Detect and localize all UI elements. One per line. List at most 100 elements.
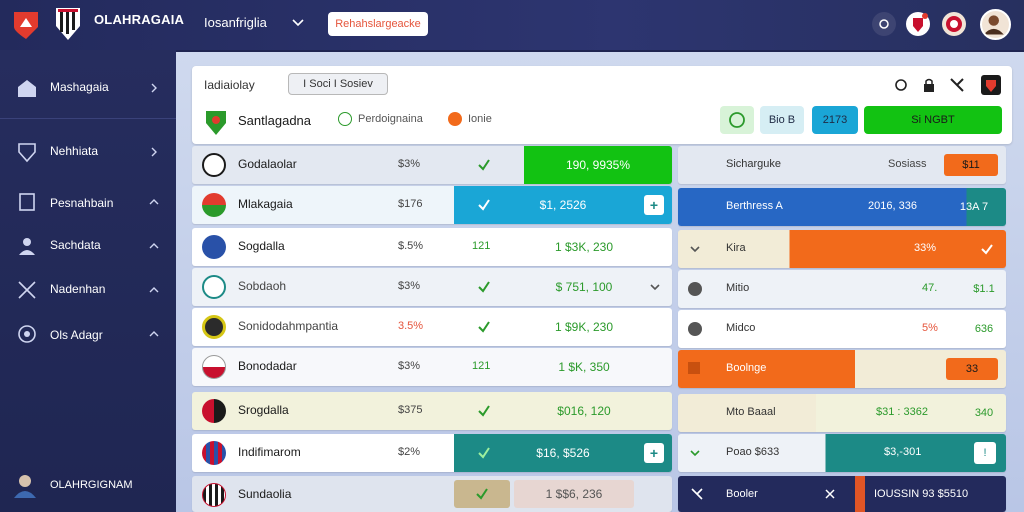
stat-row[interactable]: Poao $633 $3,-301 ! [678, 434, 1006, 472]
stat-row[interactable]: Sicharguke Sosiass $11 [678, 146, 1006, 184]
league-select[interactable]: Iosanfriglia [204, 15, 267, 30]
table-row[interactable]: Sogdalla $.5% 121 1 $3K, 230 [192, 228, 672, 266]
sidebar-item-tactics[interactable]: Nadenhan [0, 270, 176, 310]
stat-row[interactable]: Mitio 47. $1.1 [678, 270, 1006, 308]
add-icon[interactable]: + [644, 443, 664, 463]
table-row[interactable]: Sundaolia 1 $$6, 236 [192, 476, 672, 512]
tag-performance[interactable]: Perdoignaina [338, 112, 423, 126]
club-crest-icon[interactable] [54, 6, 82, 40]
stat-badge: 340 [974, 407, 994, 419]
tag-label: Ionie [468, 113, 492, 125]
team-logo-icon [202, 315, 226, 339]
sidebar-item-security[interactable]: Nehhiata [0, 132, 176, 172]
refresh-icon[interactable] [892, 76, 910, 94]
sidebar-item-home[interactable]: Mashagaia [0, 68, 176, 108]
table-row[interactable]: Bonodadar $3% 121 1 $K, 350 [192, 348, 672, 386]
table-row[interactable]: Sobdaoh $3% $ 751, 100 [192, 268, 672, 306]
stat-value: Sosiass [888, 158, 927, 170]
chevron-down-icon[interactable] [648, 280, 662, 294]
primary-action-button[interactable]: Si NGBT [864, 106, 1002, 134]
table-row[interactable]: Indifimarom $2% $16, $526 + [192, 434, 672, 472]
lock-icon[interactable] [920, 76, 938, 94]
stat-label: Sicharguke [726, 158, 782, 170]
team-logo-icon [202, 235, 226, 259]
square-icon [688, 362, 700, 374]
top-bar: OLAHRAGAIA Iosanfriglia Rehahslargeacke [0, 0, 1024, 50]
user-avatar[interactable] [980, 9, 1011, 40]
sidebar-user[interactable]: OLAHRGIGNAM [12, 472, 133, 498]
check-icon [478, 321, 490, 333]
sidebar-item-users[interactable]: Sachdata [0, 226, 176, 266]
stat-row[interactable]: Berthress A 2016, 336 13A 7 [678, 188, 1006, 226]
table-row[interactable]: Godalaolar $3% 190, 9935% [192, 146, 672, 184]
value-cell: 1 $3K, 230 [554, 240, 614, 254]
divider [0, 118, 176, 119]
stat-row[interactable]: Booler IOUSSIN 93 $5510 [678, 476, 1006, 512]
stat-row[interactable]: Boolnge 33 [678, 350, 1006, 388]
value-cell: 1 $K, 350 [558, 360, 610, 374]
stat-value: 33% [914, 242, 937, 254]
stat-row[interactable]: Kira 33% [678, 230, 1006, 268]
team-logo-icon [202, 399, 226, 423]
user-icon [19, 238, 35, 255]
team-name: Sobdaoh [238, 279, 287, 293]
stat-row[interactable]: Mto Baaal $31 : 3362 340 [678, 394, 1006, 432]
notification-icon[interactable] [906, 12, 930, 36]
table-row[interactable]: Srogdalla $375 $016, 120 [192, 392, 672, 430]
count-button[interactable]: 2173 [812, 106, 858, 134]
team-name: Sogdalla [238, 239, 285, 253]
percent-value: $375 [398, 404, 423, 416]
stat-badge: 636 [974, 323, 994, 335]
percent-value: $176 [398, 198, 423, 210]
add-icon[interactable]: ! [974, 442, 996, 464]
stat-row[interactable]: Midco 5% 636 [678, 310, 1006, 348]
stat-button[interactable]: Bio B [760, 106, 804, 134]
chevron-down-icon[interactable] [290, 14, 306, 30]
count-value: 121 [472, 240, 491, 252]
table-row[interactable]: Sonidodahmpantia 3.5% 1 $9K, 230 [192, 308, 672, 346]
team-name: Bonodadar [238, 359, 297, 373]
team-logo-icon [202, 275, 226, 299]
ok-icon-button[interactable] [720, 106, 754, 134]
value-cell: 1 $$6, 236 [514, 480, 634, 508]
sidebar-item-other[interactable]: Ols Adagr [0, 314, 176, 354]
filter-pill[interactable]: I Soci I Sosiev [288, 73, 388, 95]
stat-label: Poao $633 [726, 446, 780, 458]
stat-badge: 33 [946, 358, 998, 380]
check-tile [454, 480, 510, 508]
stat-value: 5% [922, 322, 938, 334]
stat-label: Mitio [726, 282, 750, 294]
sidebar-item-pages[interactable]: Pesnahbain [0, 182, 176, 222]
team-badge-icon[interactable] [942, 12, 966, 36]
share-icon[interactable] [948, 76, 966, 94]
percent-value: $3% [398, 360, 421, 372]
chevron-down-icon [690, 450, 700, 457]
team-logo-icon [202, 483, 226, 507]
percent-value: $2% [398, 446, 421, 458]
tools-icon [691, 488, 703, 500]
circle-icon [18, 325, 36, 343]
stat-label: Midco [726, 322, 756, 334]
check-icon [478, 447, 490, 459]
stat-label: Kira [726, 242, 746, 254]
stat-label: Mto Baaal [726, 406, 776, 418]
chevron-down-icon [690, 246, 700, 253]
app-logo-icon[interactable] [12, 9, 40, 39]
check-icon [478, 199, 490, 211]
cta-button[interactable]: Rehahslargeacke [328, 12, 428, 36]
value-cell: 1 $9K, 230 [554, 320, 614, 334]
club-badge-icon[interactable] [980, 74, 1002, 96]
close-icon[interactable] [824, 488, 836, 500]
check-icon [478, 405, 490, 417]
settings-icon[interactable] [872, 12, 896, 36]
chevron-up-icon [149, 331, 159, 337]
tactics-icon [18, 281, 36, 299]
sidebar: Mashagaia Nehhiata Pesnahbain Sachdata N… [0, 50, 176, 512]
user-avatar-icon [14, 475, 36, 498]
tag-info[interactable]: Ionie [448, 112, 492, 126]
value-cell: $016, 120 [557, 404, 611, 418]
table-row[interactable]: Mlakagaia $176 $1, 2526 + [192, 186, 672, 224]
add-icon[interactable]: + [644, 195, 664, 215]
team-logo-icon [202, 355, 226, 379]
team-name: Srogdalla [238, 403, 289, 417]
